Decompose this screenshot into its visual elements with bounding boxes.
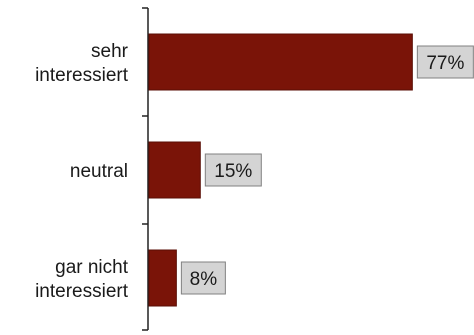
category-label: interessiert	[35, 281, 129, 302]
category-label: neutral	[70, 161, 128, 182]
value-label-box	[180, 261, 226, 295]
bars	[148, 33, 413, 307]
bar	[148, 33, 413, 91]
value-label-box	[204, 153, 262, 187]
value-label: 8%	[190, 269, 218, 290]
category-label: sehr	[91, 41, 129, 62]
bar	[148, 249, 177, 307]
value-label: 77%	[426, 53, 464, 74]
value-label-box	[416, 45, 474, 79]
category-labels: sehr interessiert neutral gar nicht interess…	[35, 41, 129, 302]
value-label: 15%	[214, 161, 252, 182]
bar	[148, 141, 201, 199]
category-label: gar nicht	[55, 257, 129, 278]
category-label: interessiert	[35, 65, 129, 86]
value-labels: 77% 15% 8%	[180, 45, 474, 295]
category-axis	[142, 7, 149, 331]
